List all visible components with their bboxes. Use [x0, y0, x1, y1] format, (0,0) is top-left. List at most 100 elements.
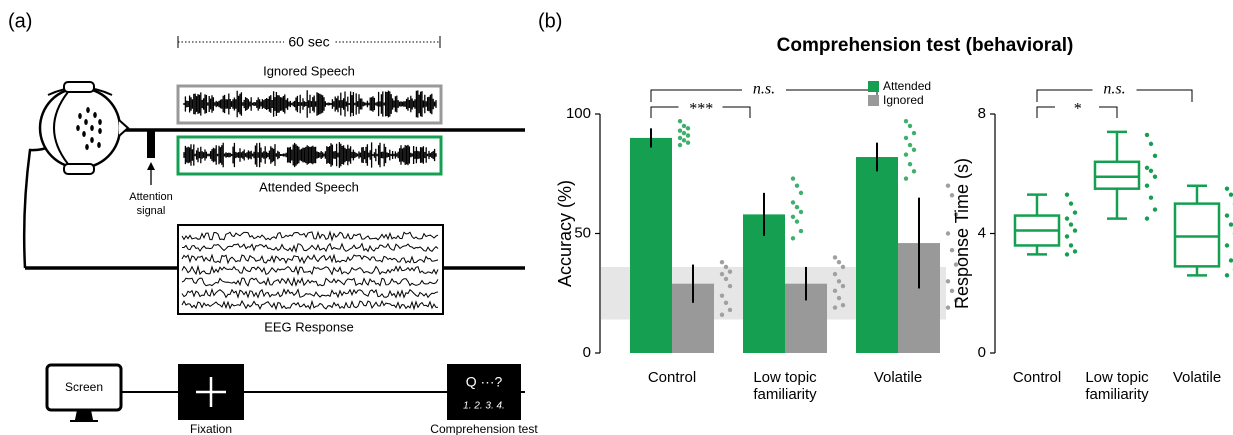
data-point: [790, 200, 796, 205]
data-point: [911, 169, 917, 174]
data-point: [903, 135, 909, 141]
chart-title: Comprehension test (behavioral): [777, 35, 1074, 56]
data-point: [1152, 207, 1158, 212]
data-point: [953, 298, 959, 303]
data-point: [1152, 174, 1158, 179]
data-point: [727, 269, 733, 274]
data-point: [840, 303, 846, 308]
data-point: [1144, 183, 1150, 188]
data-point: [945, 279, 951, 284]
data-point: [945, 305, 951, 310]
y-tick-label: 100: [566, 105, 591, 122]
legend-swatch: [868, 81, 879, 92]
eeg-trace: [181, 299, 439, 311]
data-point: [949, 288, 955, 294]
data-point: [1072, 228, 1078, 233]
electrode: [93, 112, 97, 118]
significance-label: n.s.: [753, 81, 775, 98]
attention-label: Attention: [129, 191, 172, 203]
data-point: [945, 183, 951, 188]
data-point: [1144, 132, 1150, 138]
nose: [118, 119, 130, 137]
attention-label: signal: [137, 205, 166, 217]
data-point: [719, 312, 725, 317]
data-point: [911, 147, 917, 153]
electrode: [98, 119, 102, 125]
bar: [856, 157, 898, 353]
x-tick-label: Low topic familiarity: [1085, 369, 1149, 403]
data-point: [794, 205, 800, 210]
bar: [743, 214, 785, 353]
data-point: [1228, 222, 1233, 227]
data-point: [677, 135, 683, 141]
data-point: [794, 219, 800, 224]
ignored-label: Ignored Speech: [263, 63, 355, 78]
data-point: [1068, 243, 1074, 248]
data-point: [1068, 222, 1074, 227]
eeg-trace: [181, 230, 439, 242]
data-point: [798, 190, 804, 196]
data-point: [723, 264, 729, 270]
data-point: [832, 271, 838, 277]
data-point: [685, 140, 691, 145]
x-tick-label: Volatile: [1172, 369, 1222, 386]
data-point: [1064, 234, 1070, 239]
attended-label: Attended Speech: [259, 179, 359, 194]
data-point: [677, 142, 683, 148]
electrode: [76, 125, 80, 131]
data-point: [723, 276, 729, 282]
headphone: [63, 81, 95, 93]
significance-label: ***: [689, 101, 713, 118]
headphone: [63, 163, 95, 175]
arrow-head: [147, 162, 155, 170]
electrode: [90, 125, 94, 131]
x-tick-label: Control: [647, 369, 697, 386]
y-tick-label: 50: [574, 224, 591, 241]
head: [38, 86, 122, 170]
eeg-label: EEG Response: [264, 319, 354, 334]
significance-bracket: [1036, 89, 1193, 102]
significance-label: n.s.: [1103, 81, 1125, 98]
legend-label: Ignored: [883, 93, 924, 107]
legend-swatch: [868, 95, 879, 106]
data-point: [953, 212, 959, 217]
x-tick-label: Control: [1012, 369, 1062, 386]
data-point: [836, 279, 842, 284]
data-point: [798, 228, 804, 234]
data-point: [681, 123, 687, 129]
x-tick-label: Low topic familiarity: [753, 369, 817, 403]
data-point: [719, 271, 725, 277]
y-tick-label: 0: [583, 344, 591, 361]
eeg-trace: [182, 242, 439, 254]
electrode: [90, 137, 94, 143]
options-text: 1. 2. 3. 4.: [463, 401, 505, 412]
legend-label: Attended: [883, 79, 931, 93]
data-point: [1064, 192, 1070, 197]
eeg-trace: [181, 287, 439, 299]
duration-label: 60 sec: [288, 34, 329, 50]
data-point: [1228, 192, 1233, 197]
data-point: [911, 130, 917, 136]
electrode: [86, 107, 90, 113]
data-point: [1072, 249, 1078, 254]
data-point: [677, 128, 683, 133]
data-point: [840, 264, 846, 270]
electrode: [85, 144, 89, 150]
data-point: [1148, 168, 1154, 173]
data-point: [949, 193, 955, 198]
data-point: [1148, 195, 1154, 200]
eeg-traces: [181, 230, 439, 311]
question-text: Q ···?: [466, 374, 503, 390]
box: [1173, 202, 1221, 268]
data-point: [723, 300, 729, 306]
waveform: [183, 142, 437, 168]
monitor-stand: [70, 409, 98, 422]
data-point: [1144, 165, 1150, 170]
data-point: [832, 255, 838, 260]
fixation-label: Fixation: [190, 422, 232, 435]
bar: [630, 137, 672, 353]
cap: [53, 91, 69, 165]
data-point: [836, 259, 842, 265]
